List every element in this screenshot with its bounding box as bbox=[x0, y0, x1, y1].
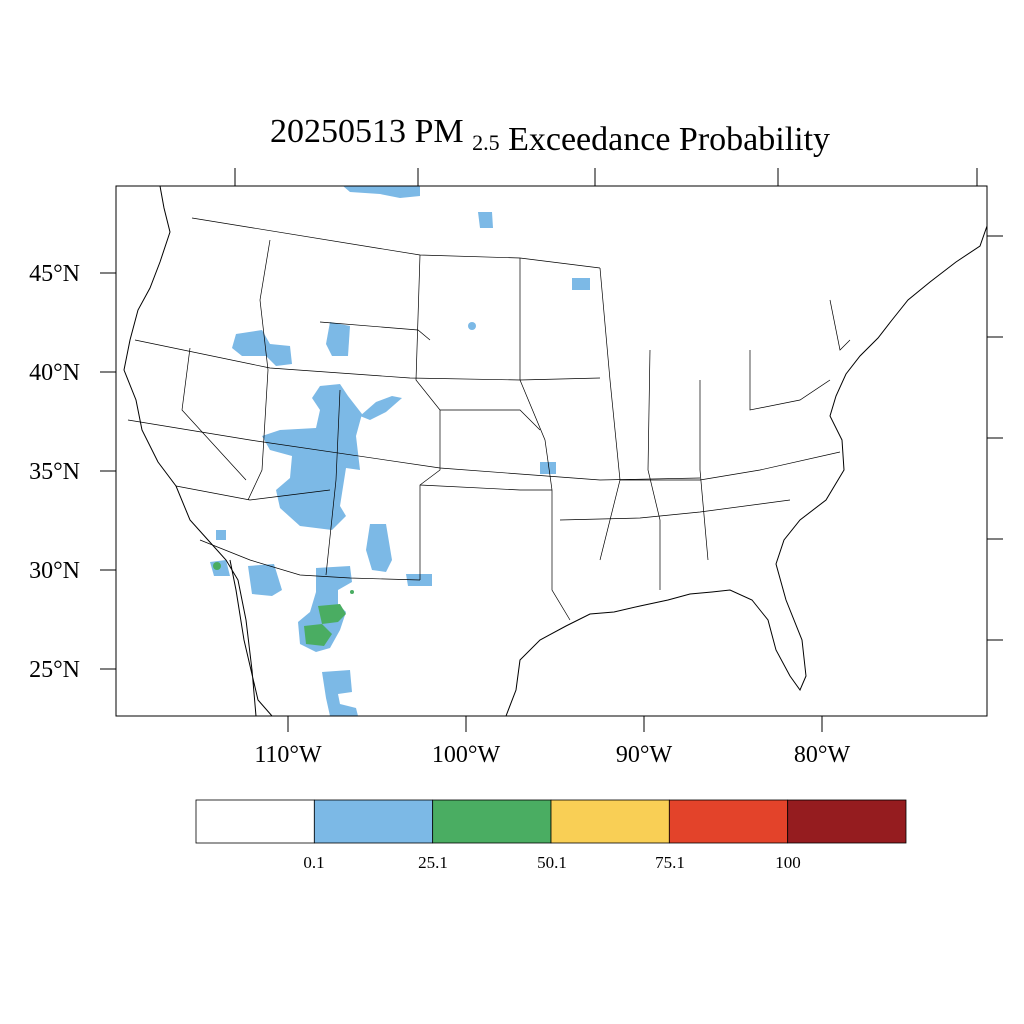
lon-label: 100°W bbox=[432, 742, 501, 768]
colorbar-box bbox=[787, 799, 907, 844]
lon-label: 80°W bbox=[794, 742, 851, 768]
colorbar-labels: 0.1 25.1 50.1 75.1 100 bbox=[303, 853, 800, 872]
probability-class-mid bbox=[213, 562, 354, 646]
lat-label: 30°N bbox=[29, 558, 80, 584]
colorbar-box bbox=[668, 799, 789, 844]
lon-label: 110°W bbox=[254, 742, 322, 768]
colorbar-box bbox=[195, 799, 315, 844]
coastline bbox=[123, 186, 987, 716]
map-panel: 110°W 100°W 90°W 80°W 45°N 40°N 35°N 30°… bbox=[29, 168, 1003, 768]
colorbar-box bbox=[313, 799, 434, 844]
title-date: 20250513 bbox=[270, 113, 406, 150]
colorbar-label: 25.1 bbox=[418, 853, 448, 872]
bottom-ticks bbox=[287, 716, 823, 732]
probability-class-low bbox=[210, 186, 590, 716]
colorbar-label: 75.1 bbox=[655, 853, 685, 872]
title-pollutant: PM bbox=[414, 113, 463, 150]
colorbar bbox=[195, 799, 907, 844]
top-ticks bbox=[234, 168, 978, 186]
latitude-labels: 45°N 40°N 35°N 30°N 25°N bbox=[29, 261, 80, 683]
colorbar-label: 50.1 bbox=[537, 853, 567, 872]
colorbar-label: 0.1 bbox=[303, 853, 324, 872]
colorbar-box bbox=[432, 799, 552, 844]
longitude-labels: 110°W 100°W 90°W 80°W bbox=[254, 742, 850, 768]
title-pollutant-subscript: 2.5 bbox=[472, 130, 500, 155]
title-suffix: Exceedance Probability bbox=[508, 121, 830, 158]
colorbar-box bbox=[550, 799, 670, 844]
right-ticks bbox=[987, 235, 1003, 641]
map-title: 20250513 PM 2.5 Exceedance Probability bbox=[270, 113, 830, 158]
left-ticks bbox=[100, 272, 116, 670]
lat-label: 35°N bbox=[29, 459, 80, 485]
colorbar-label: 100 bbox=[775, 853, 801, 872]
lat-label: 40°N bbox=[29, 360, 80, 386]
state-boundaries bbox=[127, 217, 851, 621]
lat-label: 45°N bbox=[29, 261, 80, 287]
map-frame bbox=[115, 185, 988, 717]
lon-label: 90°W bbox=[616, 742, 673, 768]
lat-label: 25°N bbox=[29, 657, 80, 683]
